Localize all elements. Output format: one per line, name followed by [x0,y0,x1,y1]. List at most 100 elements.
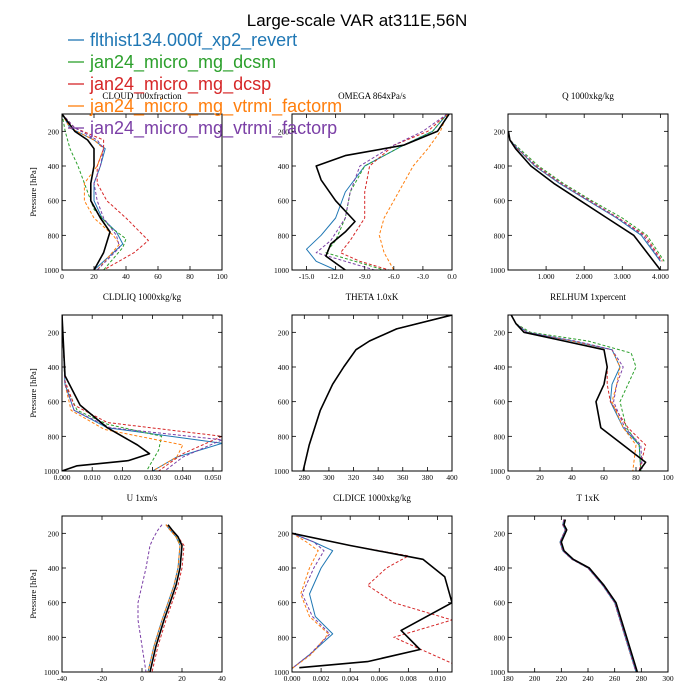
y-tick-label: 1000 [490,668,505,677]
y-tick-label: 1000 [44,266,59,275]
x-tick-label: -3.0 [417,272,429,281]
panel-t: T 1xK 180 200 220 240 260 280 300 200 400 600 800 10… [490,493,674,683]
series-line-jan24-micro-mg-vtrmi-factorp [62,315,222,471]
x-tick-label: 280 [299,473,311,482]
y-tick-label: 400 [278,162,290,171]
x-tick-label: 0.000 [284,674,301,683]
y-tick-label: 200 [278,127,290,136]
series-line-jan24-micro-mg-vtrmi-factorm [62,114,121,270]
x-tick-label: 100 [216,272,228,281]
y-tick-label: 800 [494,633,506,642]
y-tick-label: 800 [494,432,506,441]
x-tick-label: 0 [60,272,64,281]
plot-frame [507,113,669,271]
series-line-jan24-micro-mg-vtrmi-factorm [510,315,637,471]
panel-title: Q 1000xkg/kg [562,91,614,101]
plot-frame [291,113,453,271]
y-tick-label: 200 [48,127,60,136]
legend-label: jan24_micro_mg_dcsp [89,74,271,95]
x-tick-label: 280 [636,674,648,683]
series-line-jan24-micro-mg-vtrmi-factorm [302,315,452,471]
x-tick-label: -12.0 [328,272,344,281]
y-tick-label: 200 [48,529,60,538]
series-line-jan24-micro-mg-vtrmi-factorm [292,532,329,669]
y-tick-label: 800 [278,633,290,642]
y-tick-label: 200 [48,328,60,337]
legend-item-jan24-micro-mg-vtrmi-factorm: jan24_micro_mg_vtrmi_factorm [68,96,342,117]
series-group [292,532,452,672]
y-tick-label: 200 [494,127,506,136]
legend-item-flthist134-000f-xp2-revert: flthist134.000f_xp2_revert [68,30,297,51]
x-tick-label: 3.000 [614,272,631,281]
y-tick-label: 800 [48,231,60,240]
y-tick-label: 600 [494,197,506,206]
panel-title: CLOUD 100xfraction [102,91,182,101]
plot-frame [291,314,453,472]
series-line-ref [302,315,452,471]
x-tick-label: 320 [348,473,360,482]
series-line-jan24-micro-mg-dcsm [62,315,163,471]
x-tick-label: 340 [373,473,385,482]
panel-theta: THETA 1.0xK 280 300 320 340 360 380 400 200 400 60… [274,292,458,482]
panel-cloud: CLOUD 100xfraction 0 20 40 60 80 100 200 400 600 8… [28,91,228,281]
x-tick-label: 40 [568,473,576,482]
series-line-jan24-micro-mg-vtrmi-factorp [292,532,331,669]
series-line-flthist134-000f-xp2-revert [559,519,637,672]
x-tick-label: 40 [122,272,130,281]
series-line-jan24-micro-mg-dcsm [508,131,665,262]
y-tick-label: 400 [48,363,60,372]
legend: flthist134.000f_xp2_revertjan24_micro_mg… [68,30,342,139]
x-tick-label: 4.000 [652,272,669,281]
panel-title: THETA 1.0xK [346,292,399,302]
plot-frame [507,314,669,472]
series-line-jan24-micro-mg-dcsm [510,315,642,471]
legend-label: jan24_micro_mg_dcsm [89,52,276,73]
y-tick-label: 600 [278,599,290,608]
series-line-jan24-micro-mg-vtrmi-factorm [147,524,181,672]
x-tick-label: 20 [178,674,186,683]
legend-item-jan24-micro-mg-vtrmi-factorp: jan24_micro_mg_vtrmi_factorp [68,118,337,139]
x-tick-label: -40 [57,674,67,683]
y-tick-label: 1000 [274,668,289,677]
x-tick-label: -15.0 [299,272,315,281]
plot-frame [61,515,223,673]
series-line-jan24-micro-mg-dcsm [62,114,127,270]
x-tick-label: 60 [154,272,162,281]
series-group [302,315,452,471]
x-tick-label: 0.030 [144,473,161,482]
series-group [62,315,222,471]
series-line-jan24-micro-mg-vtrmi-factorp [510,315,643,471]
x-tick-label: 400 [446,473,458,482]
y-tick-label: 800 [278,432,290,441]
y-axis-label: Pressure [hPa] [28,167,38,217]
panel-cldice: CLDICE 1000xkg/kg 0.000 0.002 0.004 0.006 0.0… [274,493,453,683]
y-axis-label: Pressure [hPa] [28,368,38,418]
x-tick-label: 380 [422,473,434,482]
series-line-ref [315,114,450,270]
series-line-ref [62,114,111,270]
panel-title: OMEGA 864xPa/s [338,91,406,101]
x-tick-label: 0.020 [114,473,131,482]
panel-relhum: RELHUM 1xpercent 0 20 40 60 80 100 200 400 600 800… [490,292,674,482]
x-tick-label: 1.000 [538,272,555,281]
legend-label: flthist134.000f_xp2_revert [90,30,297,51]
x-tick-label: 360 [397,473,409,482]
series-group [137,524,185,672]
x-tick-label: 80 [186,272,194,281]
panels: CLOUD 100xfraction 0 20 40 60 80 100 200 400 600 8… [28,91,674,683]
series-line-jan24-micro-mg-vtrmi-factorp [559,519,637,672]
series-group [510,315,647,471]
y-tick-label: 400 [494,564,506,573]
series-line-jan24-micro-mg-vtrmi-factorp [302,315,452,471]
series-line-flthist134-000f-xp2-revert [292,532,334,669]
panel-u: U 1xm/s -40 -20 0 20 40 200 400 600 800 1000 Pressu… [28,493,226,683]
y-tick-label: 400 [494,363,506,372]
series-line-ref [510,315,647,471]
series-line-jan24-micro-mg-dcsp [559,519,637,672]
x-tick-label: 0.008 [400,674,417,683]
y-tick-label: 800 [494,231,506,240]
series-line-ref [560,519,639,672]
x-tick-label: 0.000 [54,473,71,482]
series-line-ref [62,315,151,471]
panel-title: T 1xK [576,493,600,503]
